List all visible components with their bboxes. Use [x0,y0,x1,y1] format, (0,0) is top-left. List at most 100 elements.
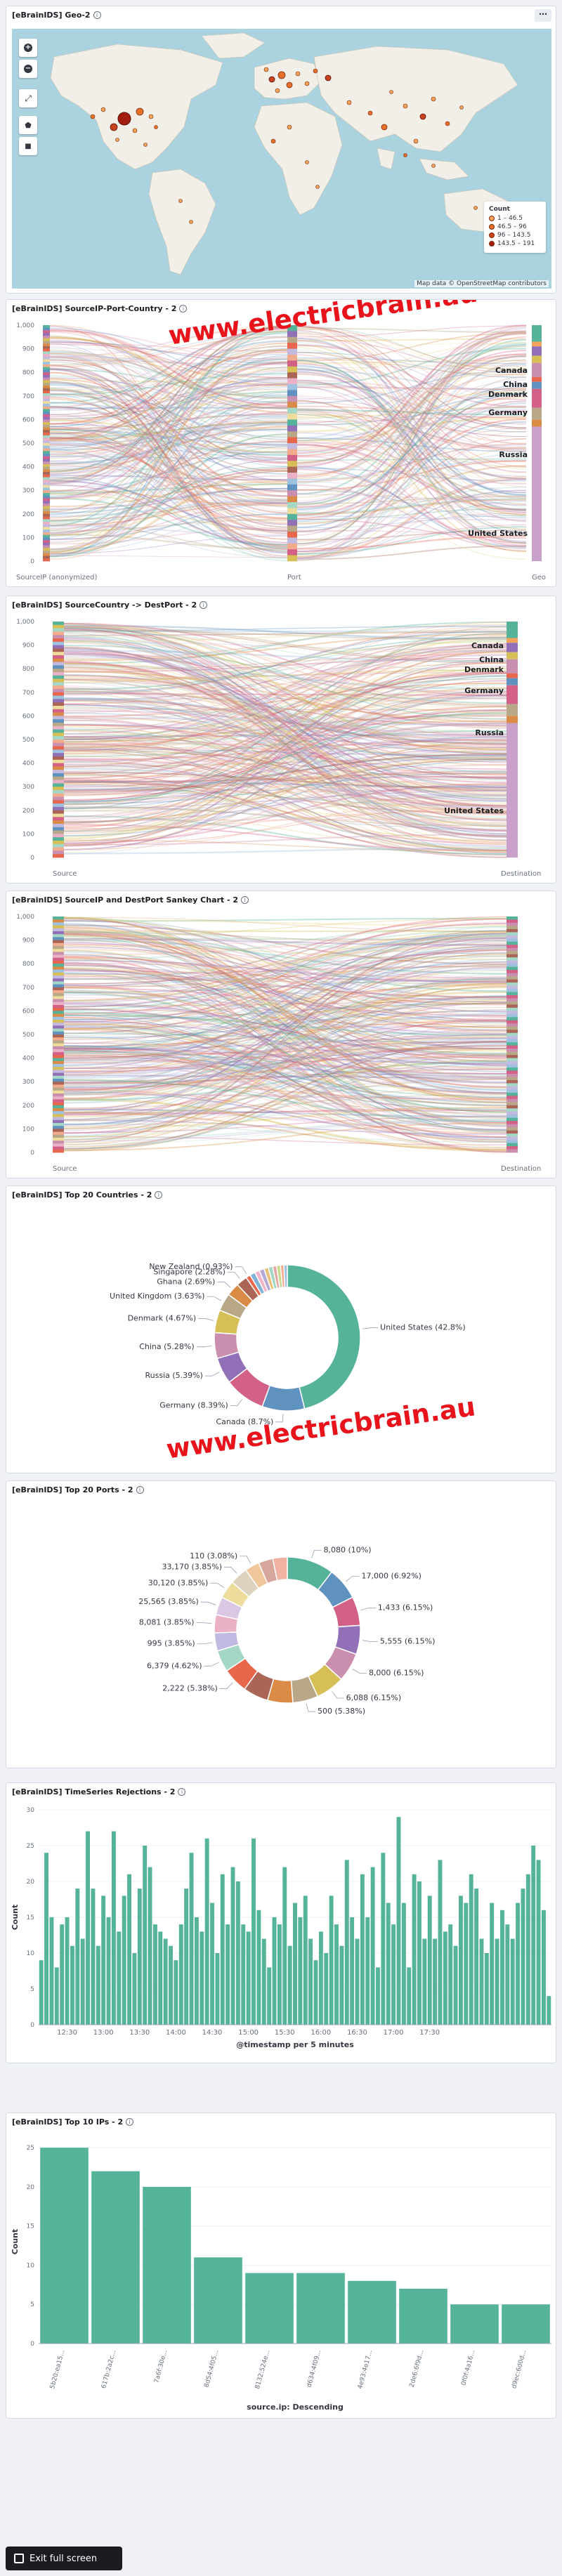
sankey-node-sourceip[interactable] [43,540,50,544]
sankey-link[interactable] [63,947,507,1096]
sankey-link[interactable] [296,331,527,560]
sankey-link[interactable] [63,940,507,1141]
sankey-link[interactable] [63,630,507,640]
sankey-link[interactable] [63,954,507,1131]
sankey-link[interactable] [49,523,288,551]
sankey-link[interactable] [296,409,527,506]
sankey-link[interactable] [63,1059,507,1077]
bar[interactable] [251,1838,256,2025]
sankey-link[interactable] [63,763,507,846]
sankey-node-port[interactable] [287,378,297,385]
sankey-link[interactable] [63,790,507,809]
sankey-node-sourceip[interactable] [43,445,50,449]
sankey-node-port[interactable] [287,537,297,544]
sankey-link[interactable] [63,924,507,1091]
sankey-node-source[interactable] [53,678,64,683]
sankey-link[interactable] [63,928,507,1056]
sankey-link[interactable] [296,395,527,447]
sankey-node-port[interactable] [287,336,297,343]
sankey-link[interactable] [63,945,507,1063]
sankey-link[interactable] [63,640,507,714]
sankey-link[interactable] [49,419,288,453]
sankey-link[interactable] [296,478,527,545]
sankey-node-destination[interactable] [507,1064,518,1068]
sankey-link[interactable] [63,647,507,744]
bar[interactable] [70,1945,74,2025]
sankey-link[interactable] [296,360,527,544]
sankey-link[interactable] [63,652,507,780]
sankey-link[interactable] [63,1044,507,1091]
sankey-link[interactable] [63,627,507,720]
sankey-link[interactable] [296,490,527,540]
sankey-link[interactable] [296,356,527,466]
sankey-node-destination[interactable] [507,1013,518,1018]
sankey-link[interactable] [296,486,527,523]
sankey-link[interactable] [296,355,527,516]
sankey-link[interactable] [49,465,288,493]
sankey-link[interactable] [63,1109,507,1115]
sankey-link[interactable] [63,952,507,1130]
sankey-node-destination[interactable] [507,989,518,992]
sankey-link[interactable] [296,364,527,428]
sankey-node-source[interactable] [53,699,64,703]
sankey-node-sourceip[interactable] [43,448,50,452]
sankey-link[interactable] [296,405,527,458]
sankey-link[interactable] [63,744,507,769]
sankey-node-destination[interactable] [507,919,518,924]
sankey-node-destination[interactable] [507,976,518,980]
sankey-link[interactable] [63,934,507,1089]
sankey-node-sourceip[interactable] [43,435,50,438]
bar[interactable] [396,1817,401,2025]
sankey-link[interactable] [49,411,288,558]
sankey-node-country[interactable] [532,426,542,561]
sankey-link[interactable] [63,650,507,848]
sankey-node-source[interactable] [53,949,64,952]
bar[interactable] [256,1910,261,2025]
sankey-link[interactable] [296,472,527,560]
bar[interactable] [143,2186,191,2344]
bar[interactable] [308,1938,313,2025]
sankey-link[interactable] [296,489,527,511]
sankey-node-destination[interactable] [507,1086,518,1090]
sankey-node-source[interactable] [53,1079,64,1082]
sankey-link[interactable] [63,1053,507,1059]
sankey-link[interactable] [63,1032,507,1044]
bar[interactable] [241,1924,246,2025]
sankey-link[interactable] [63,664,507,706]
sankey-link[interactable] [63,1017,507,1138]
sankey-link[interactable] [63,650,507,662]
sankey-link[interactable] [49,369,288,462]
sankey-link[interactable] [63,666,507,845]
sankey-node-source[interactable] [53,940,64,944]
sankey-link[interactable] [63,1014,507,1039]
sankey-link[interactable] [296,360,527,463]
sankey-link[interactable] [296,374,527,445]
sankey-node-source[interactable] [53,925,64,929]
sankey-link[interactable] [49,419,288,468]
sankey-link[interactable] [296,342,527,507]
sankey-node-destination[interactable] [507,1079,518,1084]
sankey-link[interactable] [296,367,527,512]
sankey-link[interactable] [63,640,507,836]
sankey-link[interactable] [63,1028,507,1078]
sankey-link[interactable] [49,378,288,459]
sankey-link[interactable] [63,1079,507,1114]
bar[interactable] [194,2257,242,2344]
sankey-node-sourceip[interactable] [43,469,50,473]
sankey-link[interactable] [49,340,288,428]
sankey-link[interactable] [63,636,507,839]
sankey-node-port[interactable] [287,425,297,432]
sankey-link[interactable] [63,626,507,707]
sankey-node-sourceip[interactable] [43,501,50,504]
sankey-link[interactable] [49,388,288,553]
sankey-link[interactable] [63,1111,507,1151]
sankey-link[interactable] [63,713,507,761]
sankey-node-source[interactable] [53,1131,64,1136]
sankey-link[interactable] [63,936,507,1020]
sankey-link[interactable] [296,494,527,501]
sankey-link[interactable] [63,624,507,808]
sankey-node-source[interactable] [53,999,64,1003]
sankey-link[interactable] [63,625,507,662]
sankey-link[interactable] [296,387,527,390]
bar[interactable] [505,1924,510,2025]
